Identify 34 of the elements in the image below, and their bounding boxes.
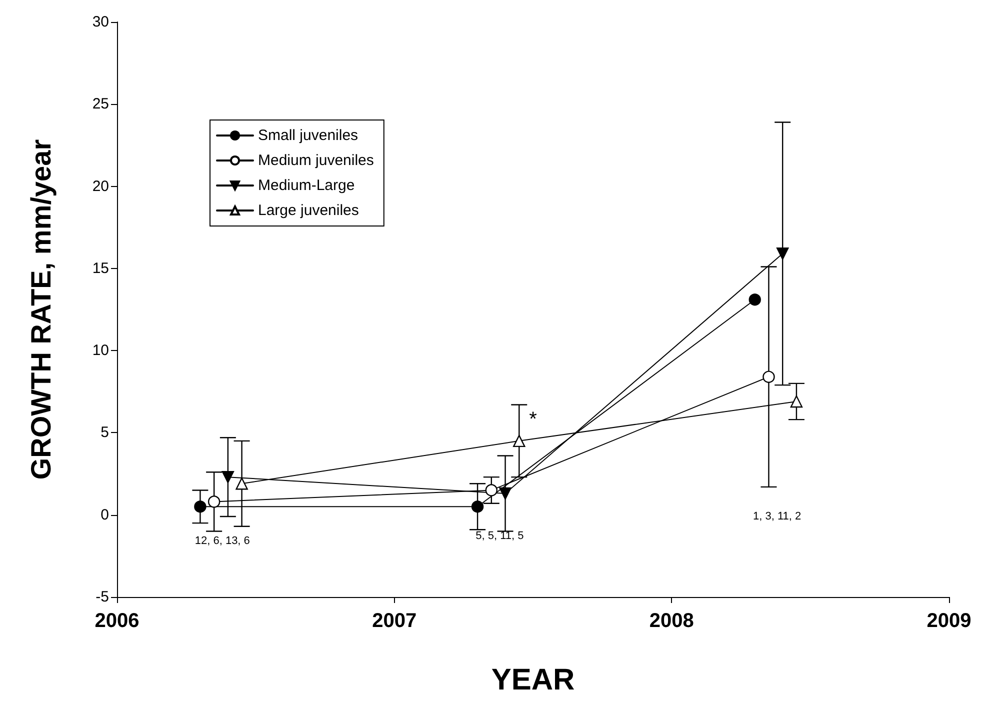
- point: [762, 370, 775, 383]
- legend-label: Medium juveniles: [258, 152, 374, 169]
- y-tick-label: 0: [100, 506, 109, 524]
- annotation: 12, 6, 13, 6: [194, 535, 250, 548]
- annotation: 5, 5, 11, 5: [476, 530, 524, 542]
- x-tick-label: 2009: [926, 610, 972, 632]
- y-tick-label: 15: [92, 260, 109, 277]
- point: [499, 487, 512, 500]
- point: [485, 484, 498, 496]
- point: [222, 470, 234, 484]
- point: [471, 500, 484, 513]
- y-tick-label: -5: [96, 588, 109, 606]
- annotation: *: [529, 408, 538, 431]
- x-axis-title: YEAR: [491, 664, 576, 696]
- legend-label: Small juveniles: [258, 127, 358, 144]
- annotation: 1, 3, 11, 2: [753, 510, 802, 522]
- legend-label: Large juveniles: [258, 202, 359, 219]
- point: [194, 500, 206, 513]
- point: [748, 294, 761, 306]
- x-tick-label: 2007: [372, 610, 417, 632]
- point: [208, 496, 220, 508]
- legend-label: Medium-Large: [258, 177, 355, 194]
- y-tick-label: 20: [92, 178, 109, 195]
- point: [513, 434, 526, 448]
- y-tick-label: 30: [92, 14, 109, 30]
- y-axis-title: GROWTH RATE, mm/year: [26, 139, 56, 480]
- point: [236, 478, 248, 490]
- y-tick-label: 10: [92, 342, 109, 360]
- x-tick-label: 2006: [94, 610, 140, 632]
- point: [790, 395, 803, 408]
- x-tick-label: 2008: [649, 610, 694, 632]
- point: [776, 248, 789, 260]
- y-tick-label: 5: [100, 424, 109, 442]
- y-tick-label: 25: [92, 96, 109, 113]
